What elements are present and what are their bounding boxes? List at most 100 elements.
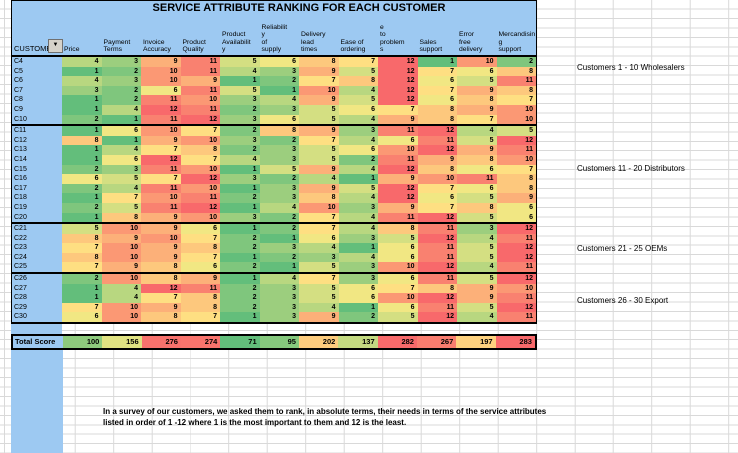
rank-cell[interactable]: 2 [259,212,299,223]
rank-cell[interactable]: 10 [180,135,220,146]
rank-cell[interactable]: 8 [496,85,536,96]
customer-id-cell[interactable]: C25 [12,262,62,273]
rank-cell[interactable]: 9 [496,193,536,203]
rank-cell[interactable]: 7 [62,243,102,253]
rank-cell[interactable]: 7 [180,312,220,323]
column-header[interactable]: Price [64,46,80,54]
rank-cell[interactable]: 4 [220,154,260,165]
customer-id-cell[interactable]: C17 [12,183,62,194]
rank-cell[interactable]: 8 [180,302,220,313]
rank-cell[interactable]: 1 [220,224,260,234]
rank-cell[interactable]: 8 [496,183,536,194]
rank-cell[interactable]: 10 [496,283,536,294]
column-header[interactable]: Mercandisin g support [498,31,536,54]
rank-cell[interactable]: 6 [299,233,339,244]
rank-cell[interactable]: 11 [378,126,418,136]
rank-cell[interactable]: 11 [496,312,536,323]
rank-cell[interactable]: 1 [62,212,102,223]
rank-cell[interactable]: 12 [141,154,181,165]
rank-cell[interactable]: 6 [259,57,299,67]
rank-cell[interactable]: 3 [338,202,378,213]
rank-cell[interactable]: 8 [457,202,497,213]
customer-id-cell[interactable]: C24 [12,252,62,263]
rank-cell[interactable]: 8 [101,212,141,223]
rank-cell[interactable]: 3 [259,183,299,194]
rank-cell[interactable]: 8 [417,164,457,175]
rank-cell[interactable]: 4 [338,193,378,203]
customer-id-cell[interactable]: C15 [12,164,62,175]
rank-cell[interactable]: 8 [299,193,339,203]
customer-id-cell[interactable]: C22 [12,233,62,244]
rank-cell[interactable]: 8 [338,76,378,86]
rank-cell[interactable]: 2 [259,252,299,263]
column-header[interactable]: Delivery lead times [301,31,326,54]
rank-cell[interactable]: 3 [338,262,378,273]
rank-cell[interactable]: 11 [180,66,220,77]
rank-cell[interactable]: 10 [180,95,220,105]
rank-cell[interactable]: 3 [259,293,299,303]
rank-cell[interactable]: 11 [417,243,457,253]
rank-cell[interactable]: 2 [62,164,102,175]
rank-cell[interactable]: 2 [338,312,378,323]
rank-cell[interactable]: 7 [62,262,102,273]
rank-cell[interactable]: 5 [457,212,497,223]
rank-cell[interactable]: 8 [378,224,418,234]
rank-cell[interactable]: 5 [457,135,497,146]
rank-cell[interactable]: 4 [101,145,141,155]
rank-cell[interactable]: 2 [220,193,260,203]
rank-cell[interactable]: 3 [259,312,299,323]
customer-id-cell[interactable]: C5 [12,66,62,77]
rank-cell[interactable]: 2 [220,126,260,136]
rank-cell[interactable]: 5 [338,66,378,77]
rank-cell[interactable]: 9 [141,57,181,67]
rank-cell[interactable]: 1 [220,76,260,86]
rank-cell[interactable]: 6 [378,302,418,313]
rank-cell[interactable]: 8 [417,283,457,294]
rank-cell[interactable]: 8 [62,135,102,146]
rank-cell[interactable]: 11 [496,293,536,303]
customer-id-cell[interactable]: C16 [12,174,62,184]
column-header[interactable]: Product Quality [182,38,206,54]
rank-cell[interactable]: 3 [62,85,102,96]
column-header[interactable]: Sales support [419,38,443,54]
rank-cell[interactable]: 4 [259,274,299,284]
rank-cell[interactable]: 4 [101,293,141,303]
column-header[interactable]: Reliabilit y of supply [261,23,288,54]
customer-id-cell[interactable]: C11 [12,126,62,136]
rank-cell[interactable]: 4 [101,283,141,294]
rank-cell[interactable]: 10 [101,274,141,284]
customer-id-cell[interactable]: C12 [12,135,62,146]
rank-cell[interactable]: 5 [299,104,339,115]
rank-cell[interactable]: 7 [180,233,220,244]
rank-cell[interactable]: 12 [378,66,418,77]
rank-cell[interactable]: 1 [220,202,260,213]
rank-cell[interactable]: 10 [417,174,457,184]
rank-cell[interactable]: 11 [180,193,220,203]
rank-cell[interactable]: 4 [457,312,497,323]
rank-cell[interactable]: 1 [259,85,299,96]
rank-cell[interactable]: 11 [378,154,418,165]
rank-cell[interactable]: 2 [220,262,260,273]
rank-cell[interactable]: 11 [417,252,457,263]
rank-cell[interactable]: 4 [457,262,497,273]
rank-cell[interactable]: 2 [101,66,141,77]
rank-cell[interactable]: 11 [141,164,181,175]
rank-cell[interactable]: 7 [496,95,536,105]
total-score-cell[interactable]: 274 [180,336,221,349]
rank-cell[interactable]: 12 [417,233,457,244]
rank-cell[interactable]: 4 [338,252,378,263]
rank-cell[interactable]: 4 [259,95,299,105]
rank-cell[interactable]: 4 [457,233,497,244]
rank-cell[interactable]: 3 [338,233,378,244]
rank-cell[interactable]: 7 [180,154,220,165]
rank-cell[interactable]: 3 [220,135,260,146]
rank-cell[interactable]: 5 [259,164,299,175]
rank-cell[interactable]: 10 [141,76,181,86]
rank-cell[interactable]: 6 [457,66,497,77]
rank-cell[interactable]: 9 [417,154,457,165]
rank-cell[interactable]: 7 [299,135,339,146]
total-score-cell[interactable]: 137 [338,336,378,349]
total-score-cell[interactable]: 197 [456,336,496,349]
rank-cell[interactable]: 10 [180,183,220,194]
rank-cell[interactable]: 12 [378,95,418,105]
